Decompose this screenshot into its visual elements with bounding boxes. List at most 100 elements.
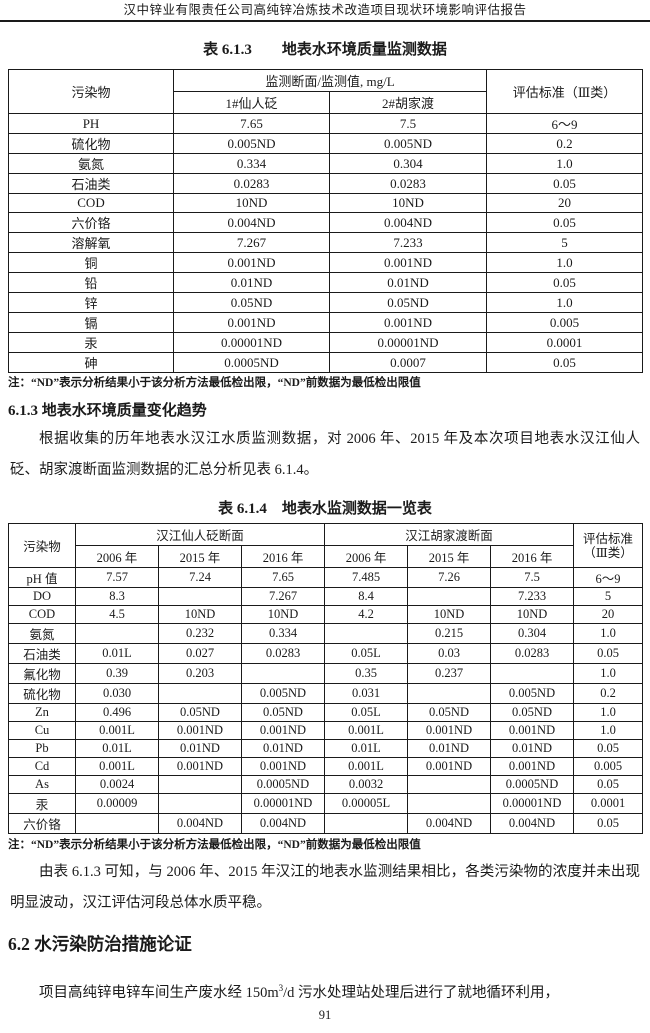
- value-cell: 10ND: [407, 605, 492, 624]
- table2-note: 注：“ND”表示分析结果小于该分析方法最低检出限，“ND”前数据为最低检出限值: [8, 839, 421, 851]
- value-cell: 0.001L: [75, 757, 159, 776]
- table2-monitoring-summary: 污染物 汉江仙人砭断面 汉江胡家渡断面 评估标准 （Ⅲ类） 2006 年 201…: [8, 523, 644, 834]
- value-cell: 0.00001ND: [329, 332, 487, 353]
- table1-title: 表 6.1.3 地表水环境质量监测数据: [203, 42, 447, 58]
- table1-header-site1: 1#仙人砭: [173, 91, 330, 114]
- value-cell: 10ND: [329, 193, 487, 213]
- value-cell: 0.001ND: [240, 757, 326, 776]
- value-cell: 0.00005L: [324, 793, 409, 814]
- pollutant-cell: 砷: [8, 352, 174, 373]
- pollutant-cell: 硫化物: [8, 133, 174, 154]
- value-cell: 1.0: [486, 153, 643, 174]
- value-cell: 0.05: [486, 212, 643, 233]
- value-cell: 0.005ND: [240, 683, 326, 704]
- table2-header-year-2006-b: 2006 年: [324, 545, 409, 568]
- pollutant-cell: As: [8, 775, 76, 794]
- value-cell: [324, 813, 409, 834]
- value-cell: 0.05ND: [490, 703, 575, 722]
- value-cell: 0.05ND: [158, 703, 242, 722]
- table-row: Pb 0.01L 0.01ND 0.01ND 0.01L 0.01ND 0.01ND 0.05: [8, 739, 644, 758]
- section-6-1-3-paragraph: 根据收集的历年地表水汉江水质监测数据，对 2006 年、2015 年及本次项目地…: [10, 431, 640, 478]
- value-cell: 7.267: [173, 232, 330, 253]
- value-cell: 0.334: [240, 623, 326, 644]
- value-cell: 0.05: [573, 813, 644, 834]
- table-row: 氟化物 0.39 0.203 0.35 0.237 1.0: [8, 663, 644, 684]
- value-cell: 0.005ND: [329, 133, 487, 154]
- document-header-title: 汉中锌业有限责任公司高纯锌冶炼技术改造项目现状环境影响评估报告: [123, 3, 527, 17]
- table2-header-section2: 汉江胡家渡断面: [324, 523, 575, 546]
- value-cell: 4.2: [324, 605, 409, 624]
- table-row: PH 7.65 7.5 6～9: [8, 113, 643, 134]
- value-cell: 0.001ND: [490, 757, 575, 776]
- pollutant-cell: 镉: [8, 312, 174, 333]
- pollutant-cell: 氨氮: [8, 623, 76, 644]
- value-cell: [490, 663, 575, 684]
- table2-header-year-2006-a: 2006 年: [75, 545, 159, 568]
- value-cell: 0.215: [407, 623, 492, 644]
- value-cell: 0.334: [173, 153, 330, 174]
- table-row: 石油类 0.0283 0.0283 0.05: [8, 173, 643, 194]
- table2-header-standard-line2: （Ⅲ类）: [583, 545, 633, 560]
- value-cell: 0.05L: [324, 643, 409, 664]
- table2-header-section1: 汉江仙人砭断面: [74, 523, 326, 546]
- value-cell: 4.5: [75, 605, 159, 624]
- table2-header-pollutant: 污染物: [8, 523, 76, 568]
- value-cell: 0.05: [486, 272, 643, 293]
- table-row: 锌 0.05ND 0.05ND 1.0: [8, 292, 643, 313]
- value-cell: [158, 683, 242, 704]
- table1-note: 注：“ND”表示分析结果小于该分析方法最低检出限，“ND”前数据为最低检出限值: [8, 377, 421, 389]
- value-cell: 6～9: [573, 567, 644, 588]
- value-cell: 0.00009: [75, 793, 159, 814]
- table2-header-year-2016-b: 2016 年: [490, 545, 575, 568]
- value-cell: [324, 623, 409, 644]
- value-cell: 0.496: [75, 703, 159, 722]
- value-cell: 0.005: [486, 312, 643, 333]
- value-cell: 0.0005ND: [490, 775, 575, 794]
- value-cell: 20: [573, 605, 644, 624]
- value-cell: 0.0007: [329, 352, 487, 373]
- value-cell: [75, 623, 159, 644]
- table-row: 汞 0.00001ND 0.00001ND 0.0001: [8, 332, 643, 353]
- value-cell: 0.05: [573, 775, 644, 794]
- value-cell: 7.233: [329, 232, 487, 253]
- table-row: 六价铬 0.004ND 0.004ND 0.004ND 0.004ND 0.05: [8, 813, 644, 834]
- value-cell: 0.001ND: [173, 252, 330, 273]
- value-cell: 0.027: [158, 643, 242, 664]
- value-cell: 0.304: [329, 153, 487, 174]
- value-cell: 0.004ND: [173, 212, 330, 233]
- value-cell: 0.0283: [240, 643, 326, 664]
- value-cell: 1.0: [486, 292, 643, 313]
- table1-header-group: 监测断面/监测值, mg/L: [173, 69, 487, 92]
- value-cell: 0.0005ND: [240, 775, 326, 794]
- summary-paragraph: 由表 6.1.3 可知，与 2006 年、2015 年汉江的地表水监测结果相比，…: [10, 864, 640, 911]
- section-6-2-paragraph-text: 项目高纯锌电锌车间生产废水经 150m: [39, 985, 279, 1001]
- value-cell: [158, 775, 242, 794]
- pollutant-cell: 铜: [8, 252, 174, 273]
- value-cell: 0.005ND: [490, 683, 575, 704]
- value-cell: 0.031: [324, 683, 409, 704]
- table-row: Zn 0.496 0.05ND 0.05ND 0.05L 0.05ND 0.05ND 1.0: [8, 703, 644, 722]
- value-cell: 6～9: [486, 113, 643, 134]
- value-cell: 0.0024: [75, 775, 159, 794]
- value-cell: 0.01ND: [173, 272, 330, 293]
- value-cell: [75, 813, 159, 834]
- pollutant-cell: 六价铬: [8, 813, 76, 834]
- value-cell: 0.00001ND: [490, 793, 575, 814]
- value-cell: 0.01ND: [490, 739, 575, 758]
- value-cell: 0.01L: [75, 643, 159, 664]
- table1-header-pollutant: 污染物: [8, 69, 174, 114]
- table-row: 铅 0.01ND 0.01ND 0.05: [8, 272, 643, 293]
- page-number: 91: [318, 1008, 332, 1022]
- value-cell: 1.0: [573, 623, 644, 644]
- pollutant-cell: Zn: [8, 703, 76, 722]
- value-cell: 1.0: [573, 703, 644, 722]
- value-cell: 7.267: [240, 587, 326, 606]
- value-cell: 5: [486, 232, 643, 253]
- value-cell: 7.24: [158, 567, 242, 588]
- value-cell: 10ND: [158, 605, 242, 624]
- value-cell: 0.232: [158, 623, 242, 644]
- value-cell: 0.001ND: [329, 252, 487, 273]
- value-cell: 0.0283: [490, 643, 575, 664]
- pollutant-cell: 溶解氧: [8, 232, 174, 253]
